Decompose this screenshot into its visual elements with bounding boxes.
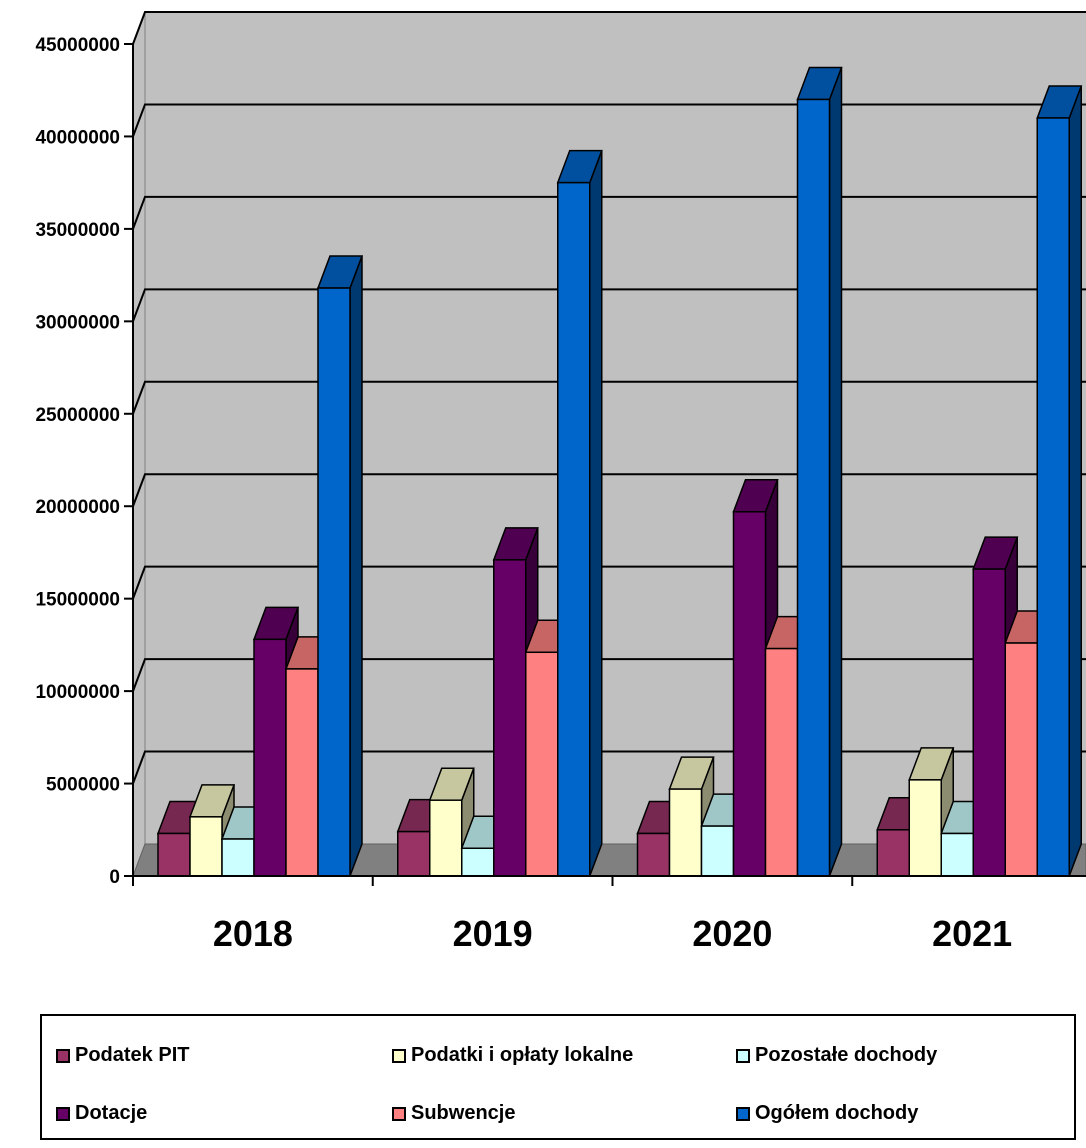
- bar-front: [285, 668, 319, 877]
- gridline: [132, 103, 1086, 137]
- bar: [316, 255, 364, 877]
- bar-front: [636, 832, 671, 877]
- axes: [124, 43, 1086, 886]
- legend-swatch: [736, 1048, 750, 1063]
- bar-front: [668, 788, 703, 877]
- bar-front: [1004, 642, 1038, 877]
- legend-swatch: [736, 1106, 750, 1121]
- legend-item: Pozostałe dochody: [736, 1044, 937, 1067]
- legend-label: Podatek PIT: [75, 1044, 190, 1066]
- bar-front: [1036, 117, 1070, 877]
- legend-label: Subwencje: [411, 1102, 516, 1124]
- bar-front: [493, 559, 527, 877]
- legend-label: Pozostałe dochody: [755, 1044, 938, 1066]
- bar-front: [940, 832, 974, 877]
- y-axis-tick-labels: 0 5000000 10000000 15000000 20000000 25000000…: [35, 35, 120, 888]
- legend-swatch: [56, 1106, 70, 1121]
- legend-item: Subwencje: [392, 1102, 515, 1125]
- y-tick-label: 25000000: [35, 405, 120, 426]
- bar-front: [557, 181, 591, 877]
- legend-item: Ogółem dochody: [736, 1102, 918, 1125]
- bar-front: [157, 832, 191, 877]
- bar: [556, 149, 603, 877]
- bar-front: [732, 511, 767, 877]
- legend-label: Podatki i opłaty lokalne: [411, 1044, 634, 1066]
- bar-front: [429, 799, 463, 877]
- bar-front: [796, 98, 831, 877]
- side-wall-fill: [132, 11, 146, 877]
- bar-front: [397, 830, 431, 877]
- y-tick-label: 20000000: [35, 497, 120, 518]
- x-category-label: 2019: [453, 913, 533, 954]
- bar-front: [764, 647, 799, 877]
- legend-item: Podatki i opłaty lokalne: [392, 1044, 633, 1067]
- bar-side: [828, 67, 843, 877]
- y-tick-label: 35000000: [35, 220, 120, 241]
- bar-front: [317, 287, 351, 877]
- y-tick-label: 10000000: [35, 682, 120, 703]
- y-tick-label: 5000000: [46, 775, 120, 796]
- gridline: [132, 195, 1086, 230]
- bar-front: [876, 829, 910, 877]
- y-tick-label: 40000000: [35, 127, 120, 148]
- x-category-label: 2021: [932, 913, 1012, 954]
- bar-side: [1068, 85, 1082, 877]
- x-category-label: 2020: [692, 913, 772, 954]
- bar-front: [253, 638, 287, 877]
- legend-swatch: [392, 1048, 406, 1063]
- y-tick-label: 45000000: [35, 35, 120, 56]
- bars: [156, 66, 1083, 877]
- gridline: [132, 11, 1086, 45]
- bar-front: [221, 838, 255, 877]
- legend: Podatek PIT Podatki i opłaty lokalne Pozos…: [40, 1014, 1076, 1140]
- legend-label: Ogółem dochody: [755, 1102, 919, 1124]
- legend-label: Dotacje: [75, 1102, 148, 1124]
- bar-front: [972, 568, 1006, 877]
- gridline: [132, 380, 1086, 415]
- x-category-label: 2018: [213, 913, 293, 954]
- gridline: [132, 288, 1086, 322]
- legend-swatch: [56, 1048, 70, 1063]
- legend-swatch: [392, 1106, 406, 1121]
- bar-side: [349, 255, 363, 877]
- bar-front: [908, 779, 942, 877]
- gridline: [132, 473, 1086, 507]
- bar-front: [189, 816, 223, 877]
- bar-front: [461, 847, 495, 877]
- y-tick-label: 15000000: [35, 590, 120, 611]
- y-tick-label: 30000000: [35, 312, 120, 333]
- bar: [1036, 85, 1083, 877]
- legend-item: Podatek PIT: [56, 1044, 189, 1067]
- legend-item: Dotacje: [56, 1102, 147, 1125]
- chart: 0 5000000 10000000 15000000 20000000 25000000…: [35, 11, 1086, 954]
- bar-front: [700, 825, 735, 877]
- bar: [796, 66, 843, 877]
- bar-front: [525, 651, 559, 877]
- bar-side: [589, 150, 603, 877]
- x-axis-category-labels: 2018 2019 2020 2021: [213, 913, 1012, 954]
- y-tick-label: 0: [109, 867, 120, 888]
